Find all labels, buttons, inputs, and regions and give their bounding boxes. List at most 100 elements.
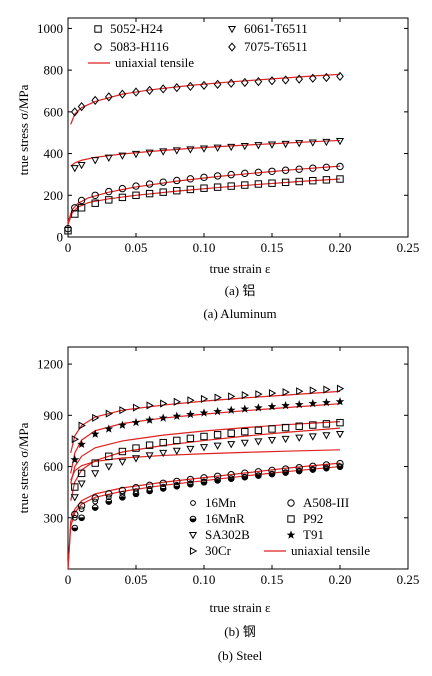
- data-point: [104, 424, 114, 433]
- data-point: [118, 420, 127, 429]
- caption-en: (a) Aluminum: [203, 306, 276, 321]
- data-point: [227, 475, 235, 482]
- data-point: [294, 399, 304, 409]
- data-point: [241, 169, 249, 178]
- data-point: [77, 469, 86, 478]
- data-point: [132, 191, 140, 199]
- data-point: [186, 185, 195, 194]
- x-tick-label: 0.05: [125, 240, 148, 255]
- caption-en: (b) Steel: [218, 648, 263, 663]
- legend-label: A508-III: [303, 495, 349, 510]
- fit-line: [67, 462, 341, 570]
- data-point: [71, 483, 79, 491]
- data-point: [105, 498, 113, 505]
- data-point: [200, 80, 208, 90]
- y-tick-label: 800: [44, 63, 64, 78]
- data-point: [295, 177, 303, 186]
- series-A508-III: [71, 459, 344, 519]
- legend-label: 5052-H24: [110, 21, 163, 36]
- data-point: [159, 485, 167, 492]
- data-point: [145, 180, 154, 188]
- data-point: [227, 471, 235, 479]
- legend-label: T91: [303, 527, 324, 542]
- legend-label: 16Mn: [205, 495, 237, 510]
- y-tick-label: 1200: [37, 357, 63, 372]
- data-point: [173, 482, 181, 490]
- data-point: [77, 439, 86, 449]
- data-point: [173, 477, 181, 486]
- data-point: [213, 183, 222, 191]
- data-point: [159, 148, 168, 156]
- x-tick-label: 0.15: [261, 240, 284, 255]
- data-point: [199, 145, 209, 153]
- data-point: [200, 173, 208, 182]
- plot-frame: [67, 17, 409, 238]
- data-point: [282, 469, 289, 476]
- data-point: [145, 189, 154, 198]
- y-tick-label: 300: [44, 510, 64, 525]
- data-point: [118, 458, 127, 466]
- data-point: [322, 432, 331, 440]
- data-point: [146, 401, 154, 410]
- data-point: [186, 475, 195, 484]
- series-P92: [71, 418, 344, 491]
- data-point: [322, 420, 331, 428]
- data-point: [336, 71, 344, 82]
- data-point: [91, 157, 100, 165]
- data-point: [104, 92, 113, 102]
- data-point: [77, 480, 86, 488]
- y-tick-label: 1000: [37, 21, 63, 36]
- data-point: [281, 178, 290, 187]
- data-point: [295, 434, 304, 442]
- data-point: [159, 449, 168, 458]
- y-tick-label: 400: [44, 146, 64, 161]
- data-point: [173, 176, 181, 185]
- data-point: [227, 429, 235, 437]
- fit-line: [70, 421, 341, 484]
- x-tick-label: 0: [65, 240, 72, 255]
- data-point: [228, 392, 236, 401]
- series-7075-T6511: [70, 71, 344, 117]
- x-tick-label: 0.20: [329, 572, 352, 587]
- data-point: [71, 524, 79, 532]
- data-point: [255, 390, 263, 399]
- data-point: [77, 196, 86, 205]
- data-point: [145, 441, 154, 449]
- data-point: [241, 469, 249, 477]
- data-point: [118, 89, 127, 99]
- data-point: [91, 470, 100, 478]
- y-tick-label: 200: [44, 188, 64, 203]
- data-point: [71, 435, 80, 444]
- data-point: [281, 423, 290, 432]
- data-point: [214, 477, 221, 484]
- data-point: [268, 167, 276, 176]
- y-tick-label: 600: [44, 104, 64, 119]
- data-point: [186, 434, 195, 443]
- data-point: [254, 76, 263, 87]
- data-point: [186, 175, 195, 183]
- data-point: [105, 196, 113, 204]
- y-tick-label: 0: [57, 230, 64, 245]
- x-tick-label: 0.25: [397, 572, 420, 587]
- data-point: [78, 421, 86, 430]
- data-point: [71, 510, 79, 519]
- data-point: [145, 149, 154, 157]
- data-point: [322, 163, 331, 172]
- data-point: [268, 179, 276, 187]
- legend: 5052-H24 6061-T6511 5083-H116 7075-T6511 uni…: [88, 21, 308, 70]
- series-30Cr: [71, 384, 345, 444]
- data-point: [240, 77, 249, 88]
- data-point: [308, 433, 317, 441]
- data-point: [132, 403, 141, 412]
- data-point: [241, 473, 249, 481]
- data-point: [200, 184, 208, 192]
- legend-label: P92: [303, 511, 323, 526]
- data-point: [213, 406, 222, 416]
- data-point: [227, 143, 236, 152]
- data-point: [200, 432, 208, 441]
- data-point: [105, 452, 113, 460]
- data-point: [227, 441, 236, 449]
- data-point: [77, 502, 86, 510]
- data-point: [131, 455, 141, 463]
- legend: 16Mn A508-III 16MnR P92 SA302B T91 30Cr uniaxia…: [188, 495, 370, 558]
